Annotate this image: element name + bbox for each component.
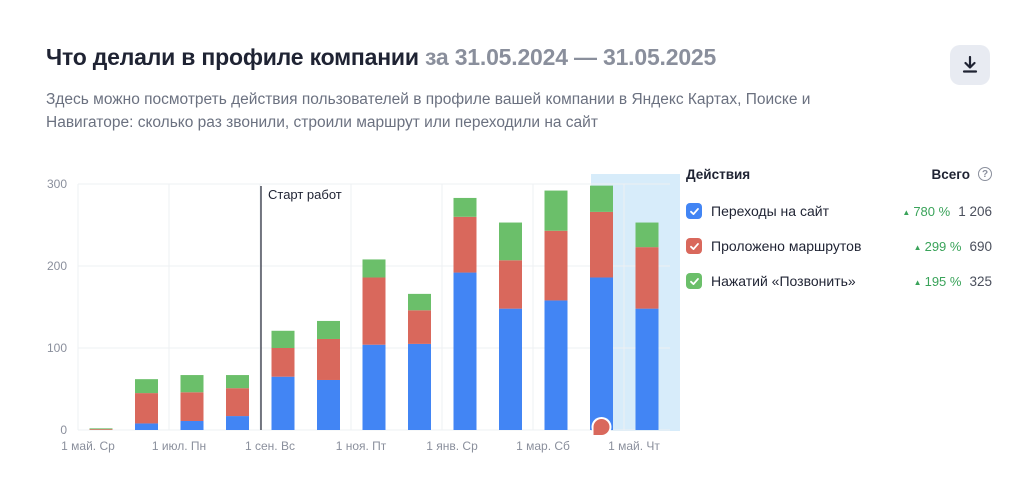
comment-marker-icon bbox=[593, 419, 610, 435]
check-icon bbox=[689, 207, 699, 215]
x-tick-label: 1 мар. Сб bbox=[516, 439, 570, 453]
bar-segment bbox=[453, 272, 477, 430]
legend-label: Нажатий «Позвонить» bbox=[711, 273, 856, 289]
checkbox-calls[interactable] bbox=[686, 273, 702, 289]
stacked-bar-chart: 0 100 200 300 Старт работ 1 май. Ср 1 июл. Пн 1… bbox=[47, 174, 680, 453]
legend-total-heading: Всего bbox=[931, 166, 970, 182]
x-tick-label: 1 ноя. Пт bbox=[336, 439, 387, 453]
check-icon bbox=[689, 277, 699, 285]
page-title: Что делали в профиле компании за 31.05.2… bbox=[46, 44, 716, 71]
bar-segment bbox=[271, 330, 295, 348]
bar-segment bbox=[362, 277, 386, 345]
x-tick-label: 1 янв. Ср bbox=[426, 439, 478, 453]
bar-segment bbox=[89, 429, 113, 430]
legend-item-calls[interactable]: Нажатий «Позвонить» ▲ 195 % 325 bbox=[686, 270, 992, 292]
checkbox-routes[interactable] bbox=[686, 238, 702, 254]
x-tick-label: 1 июл. Пн bbox=[152, 439, 206, 453]
bar-segment bbox=[226, 388, 249, 417]
legend-growth: ▲ 195 % bbox=[913, 273, 962, 289]
download-button[interactable] bbox=[950, 45, 990, 85]
growth-up-icon: ▲ bbox=[902, 207, 911, 217]
bar-segment bbox=[544, 300, 568, 430]
bar-segment bbox=[362, 344, 386, 430]
legend-growth: ▲ 780 % bbox=[902, 203, 951, 219]
bar-segment bbox=[317, 338, 340, 380]
bar-segment bbox=[499, 222, 522, 261]
y-tick-label: 300 bbox=[47, 177, 67, 191]
y-tick-label: 0 bbox=[60, 423, 67, 437]
bar-segment bbox=[408, 310, 431, 344]
bar-segment bbox=[590, 211, 613, 278]
legend-panel: Действия Всего ? Переходы на сайт ▲ 780 %… bbox=[686, 164, 992, 289]
bar-segment bbox=[317, 379, 340, 430]
y-tick-label: 100 bbox=[47, 341, 67, 355]
legend-label: Переходы на сайт bbox=[711, 203, 829, 219]
bar-segment bbox=[499, 308, 522, 430]
bar-segment bbox=[408, 343, 431, 430]
bar-segment bbox=[180, 420, 204, 430]
bar-segment bbox=[89, 428, 113, 430]
bar-segment bbox=[135, 423, 158, 430]
page-subtitle: Здесь можно посмотреть действия пользова… bbox=[46, 91, 811, 131]
bar-segment bbox=[135, 393, 158, 424]
x-tick-label: 1 май. Чт bbox=[608, 439, 660, 453]
x-tick-label: 1 сен. Вс bbox=[245, 439, 295, 453]
bar-segment bbox=[635, 308, 659, 430]
growth-up-icon: ▲ bbox=[913, 277, 922, 287]
checkbox-site-visits[interactable] bbox=[686, 203, 702, 219]
bar-segment bbox=[499, 260, 522, 309]
bar-segment bbox=[180, 375, 204, 393]
bar-segment bbox=[408, 293, 431, 311]
legend-item-routes[interactable]: Проложено маршрутов ▲ 299 % 690 bbox=[686, 235, 992, 257]
legend-item-site-visits[interactable]: Переходы на сайт ▲ 780 % 1 206 bbox=[686, 200, 992, 222]
bar-segment bbox=[362, 259, 386, 278]
bar-segment bbox=[317, 320, 340, 339]
x-tick-label: 1 май. Ср bbox=[61, 439, 115, 453]
bar-segment bbox=[453, 216, 477, 273]
title-date-range: за 31.05.2024 — 31.05.2025 bbox=[425, 44, 717, 70]
bar-segment bbox=[180, 392, 204, 421]
bar-segment bbox=[544, 190, 568, 231]
check-icon bbox=[689, 242, 699, 250]
title-main: Что делали в профиле компании bbox=[46, 44, 419, 70]
bar-segment bbox=[226, 416, 249, 430]
legend-label: Проложено маршрутов bbox=[711, 238, 862, 254]
bar-segment bbox=[453, 197, 477, 217]
legend-total: 325 bbox=[969, 273, 992, 289]
y-tick-label: 200 bbox=[47, 259, 67, 273]
bar-segment bbox=[544, 230, 568, 301]
download-icon bbox=[962, 56, 978, 73]
legend-total: 690 bbox=[969, 238, 992, 254]
bar-segment bbox=[226, 375, 249, 389]
bar-segment bbox=[590, 185, 613, 212]
bar-segment bbox=[635, 247, 659, 309]
bar-segment bbox=[271, 376, 295, 430]
bar-segment bbox=[635, 222, 659, 248]
legend-growth: ▲ 299 % bbox=[913, 238, 962, 254]
growth-up-icon: ▲ bbox=[913, 242, 922, 252]
bar-segment bbox=[271, 348, 295, 377]
legend-total: 1 206 bbox=[958, 203, 992, 219]
legend-header: Действия Всего ? bbox=[686, 164, 992, 184]
legend-total-heading-wrap: Всего ? bbox=[932, 167, 992, 182]
help-icon[interactable]: ? bbox=[978, 167, 992, 181]
bar-segment bbox=[590, 277, 613, 430]
annotation-label: Старт работ bbox=[268, 187, 342, 202]
bar-segment bbox=[135, 379, 158, 394]
actions-chart: 0 100 200 300 Старт работ 1 май. Ср 1 июл. Пн 1… bbox=[0, 160, 680, 460]
legend-actions-heading: Действия bbox=[686, 166, 751, 182]
